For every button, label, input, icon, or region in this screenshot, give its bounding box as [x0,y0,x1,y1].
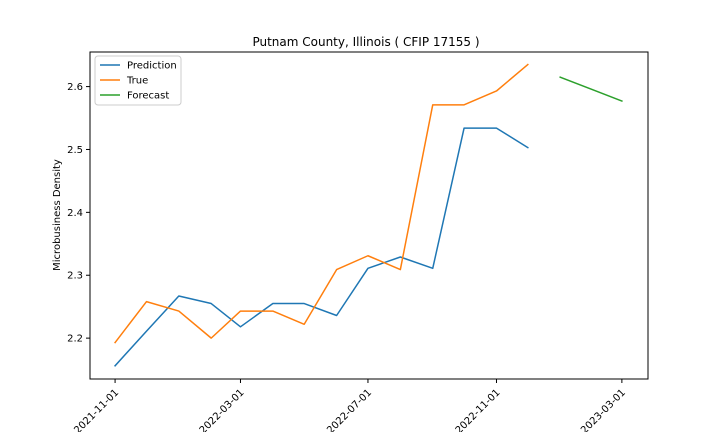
y-tick-label: 2.5 [67,145,83,156]
plot-frame [89,51,649,380]
legend-label: Forecast [127,91,169,102]
legend-label: True [126,76,148,87]
series-line-true [114,63,529,344]
y-axis-ticks: 2.2 2.3 2.4 2.5 2.6 [67,82,90,345]
y-axis-label: Microbusiness Density [52,159,63,271]
chart-title: Putnam County, Illinois ( CFIP 17155 ) [252,35,479,49]
series-line-prediction [114,127,529,367]
series-line-forecast [559,76,623,103]
y-tick-label: 2.3 [67,271,83,282]
legend-frame [94,55,182,106]
y-tick-label: 2.6 [67,82,83,93]
legend-label: Prediction [127,61,177,72]
y-tick-label: 2.4 [67,208,83,219]
plot-area [89,51,649,380]
series-group [114,63,623,367]
y-tick-label: 2.2 [67,334,83,345]
legend: Prediction True Forecast [94,55,182,106]
